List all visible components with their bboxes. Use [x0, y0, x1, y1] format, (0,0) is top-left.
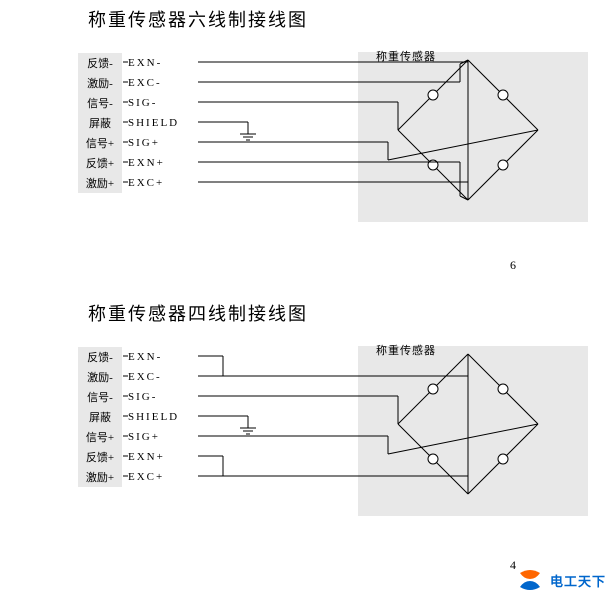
page: 称重传感器六线制接线图 称重传感器 反馈-EXN-激励-EXC-信号-SIG-屏…	[0, 0, 612, 595]
signal-cn-label: 屏蔽	[78, 407, 122, 427]
signal-name: EXN-	[128, 57, 162, 69]
footer-logo: 电工天下	[516, 569, 606, 591]
signal-row: 信号+ SIG+	[78, 132, 160, 154]
signal-row: 信号- SIG-	[78, 92, 157, 114]
signal-name: SIG+	[128, 431, 160, 443]
signal-name: EXC+	[128, 471, 164, 483]
four-wire-area: 称重传感器 反馈-EXN-激励-EXC-信号-SIG-屏蔽SHIELD信号+SI…	[78, 334, 598, 524]
signal-cn-label: 反馈-	[78, 53, 122, 73]
signal-cn-label: 反馈-	[78, 347, 122, 367]
signal-row: 激励+ EXC+	[78, 466, 164, 488]
signal-row: 激励+ EXC+	[78, 172, 164, 194]
signal-cn-label: 激励+	[78, 467, 122, 487]
signal-cn-label: 反馈+	[78, 447, 122, 467]
signal-cn-label: 信号-	[78, 387, 122, 407]
signal-row: 激励- EXC-	[78, 72, 162, 94]
signal-name: SHIELD	[128, 117, 179, 129]
signal-name: EXC-	[128, 77, 162, 89]
signal-cn-label: 激励-	[78, 367, 122, 387]
signal-row: 反馈+ EXN+	[78, 446, 165, 468]
six-wire-title: 称重传感器六线制接线图	[88, 6, 598, 32]
four-wire-title: 称重传感器四线制接线图	[88, 300, 598, 326]
signal-name: SIG-	[128, 97, 157, 109]
signal-cn-label: 激励+	[78, 173, 122, 193]
signal-name: EXN+	[128, 451, 165, 463]
signal-row: 反馈+ EXN+	[78, 152, 165, 174]
signal-name: SIG-	[128, 391, 157, 403]
logo-icon	[516, 569, 544, 591]
signal-row: 反馈- EXN-	[78, 346, 162, 368]
corner-number-six: 6	[510, 258, 516, 273]
signal-cn-label: 信号+	[78, 133, 122, 153]
signal-cn-label: 信号-	[78, 93, 122, 113]
signal-row: 屏蔽 SHIELD	[78, 112, 179, 134]
four-wire-diagram: 称重传感器四线制接线图 称重传感器 反馈-EXN-激励-EXC-信号-SIG-屏…	[78, 300, 598, 524]
signal-row: 屏蔽 SHIELD	[78, 406, 179, 428]
six-wire-area: 称重传感器 反馈-EXN-激励-EXC-信号-SIG-屏蔽SHIELD信号+SI…	[78, 40, 598, 230]
signal-name: SHIELD	[128, 411, 179, 423]
signal-name: EXN+	[128, 157, 165, 169]
six-wire-diagram: 称重传感器六线制接线图 称重传感器 反馈-EXN-激励-EXC-信号-SIG-屏…	[78, 6, 598, 230]
signal-cn-label: 反馈+	[78, 153, 122, 173]
signal-row: 信号- SIG-	[78, 386, 157, 408]
signal-name: EXC-	[128, 371, 162, 383]
signal-name: EXN-	[128, 351, 162, 363]
signal-name: SIG+	[128, 137, 160, 149]
signal-cn-label: 激励-	[78, 73, 122, 93]
signal-row: 激励- EXC-	[78, 366, 162, 388]
signal-name: EXC+	[128, 177, 164, 189]
signal-cn-label: 信号+	[78, 427, 122, 447]
signal-row: 反馈- EXN-	[78, 52, 162, 74]
signal-row: 信号+ SIG+	[78, 426, 160, 448]
footer-text: 电工天下	[550, 571, 606, 590]
signal-cn-label: 屏蔽	[78, 113, 122, 133]
